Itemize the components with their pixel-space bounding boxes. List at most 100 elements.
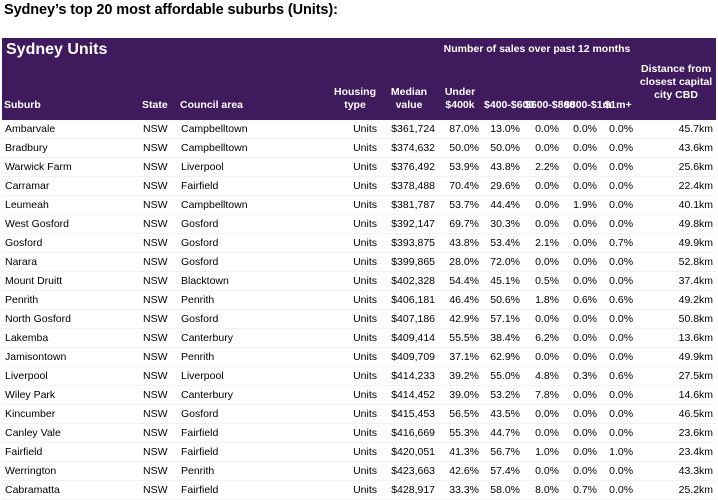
table-row: Liverpool NSW Liverpool Units $414,233 39.2% 5… [2, 366, 717, 386]
cell-distance: 46.5km [636, 404, 717, 424]
cell-under400: 39.2% [438, 366, 483, 386]
cell-median: $402,328 [380, 271, 439, 291]
cell-median: $409,414 [380, 328, 439, 348]
cell-distance: 49.8km [636, 214, 717, 234]
cell-under400: 43.8% [438, 233, 483, 253]
cell-housing-type: Units [330, 385, 380, 405]
cell-median: $428,917 [380, 480, 439, 500]
cell-800-1m: 0.0% [562, 271, 601, 291]
cell-800-1m: 1.9% [562, 195, 601, 215]
cell-council: Fairfield [178, 480, 330, 500]
cell-under400: 56.5% [438, 404, 483, 424]
cell-council: Gosford [178, 309, 330, 329]
table-header: Sydney Units Number of sales over past 1… [2, 38, 717, 120]
cell-housing-type: Units [330, 252, 380, 272]
cell-400-600: 58.0% [482, 480, 524, 500]
cell-median: $393,875 [380, 233, 439, 253]
cell-median: $409,709 [380, 347, 439, 367]
cell-800-1m: 0.0% [562, 157, 601, 177]
cell-600-800: 0.0% [523, 176, 563, 196]
cell-800-1m: 0.0% [562, 461, 601, 481]
cell-state: NSW [140, 252, 178, 272]
cell-housing-type: Units [330, 309, 380, 329]
col-council: Council area [180, 99, 244, 111]
cell-state: NSW [140, 290, 178, 310]
cell-state: NSW [140, 157, 178, 177]
cell-housing-type: Units [330, 157, 380, 177]
cell-suburb: Canley Vale [2, 423, 140, 443]
cell-400-600: 29.6% [482, 176, 524, 196]
cell-suburb: Leumeah [2, 195, 140, 215]
cell-suburb: Jamisontown [2, 347, 140, 367]
cell-800-1m: 0.0% [562, 214, 601, 234]
cell-state: NSW [140, 480, 178, 500]
cell-1m-plus: 0.6% [600, 290, 637, 310]
cell-1m-plus: 0.0% [600, 120, 637, 139]
cell-suburb: Wiley Park [2, 385, 140, 405]
cell-under400: 39.0% [438, 385, 483, 405]
cell-housing-type: Units [330, 120, 380, 139]
cell-600-800: 4.8% [523, 366, 563, 386]
col-housing-type: Housing type [334, 86, 376, 111]
cell-council: Fairfield [178, 176, 330, 196]
cell-600-800: 0.0% [523, 214, 563, 234]
cell-600-800: 7.8% [523, 385, 563, 405]
cell-800-1m: 0.0% [562, 442, 601, 462]
cell-distance: 52.8km [636, 252, 717, 272]
table-row: Warwick Farm NSW Liverpool Units $376,492 53.… [2, 157, 717, 177]
cell-median: $406,181 [380, 290, 439, 310]
table-row: Carramar NSW Fairfield Units $378,488 70.4% 29… [2, 176, 717, 196]
cell-600-800: 2.1% [523, 233, 563, 253]
cell-under400: 54.4% [438, 271, 483, 291]
cell-1m-plus: 0.0% [600, 423, 637, 443]
cell-600-800: 0.0% [523, 461, 563, 481]
cell-400-600: 44.4% [482, 195, 524, 215]
table-body: Ambarvale NSW Campbelltown Units $361,724 87.… [2, 120, 717, 500]
cell-1m-plus: 0.0% [600, 309, 637, 329]
table-row: Canley Vale NSW Fairfield Units $416,669 55.3… [2, 423, 717, 443]
cell-1m-plus: 0.0% [600, 404, 637, 424]
cell-1m-plus: 0.0% [600, 214, 637, 234]
cell-median: $414,452 [380, 385, 439, 405]
cell-distance: 23.4km [636, 442, 717, 462]
cell-1m-plus: 0.0% [600, 461, 637, 481]
cell-1m-plus: 0.0% [600, 271, 637, 291]
col-state: State [142, 99, 168, 111]
cell-median: $378,488 [380, 176, 439, 196]
cell-600-800: 1.8% [523, 290, 563, 310]
col-median: Median value [390, 86, 428, 111]
cell-under400: 55.3% [438, 423, 483, 443]
cell-council: Blacktown [178, 271, 330, 291]
cell-600-800: 0.0% [523, 120, 563, 139]
table-title: Sydney Units [6, 40, 108, 58]
table-row: Bradbury NSW Campbelltown Units $374,632 50.0… [2, 138, 717, 158]
cell-800-1m: 0.6% [562, 290, 601, 310]
cell-distance: 43.6km [636, 138, 717, 158]
cell-under400: 50.0% [438, 138, 483, 158]
cell-council: Campbelltown [178, 120, 330, 139]
cell-under400: 42.6% [438, 461, 483, 481]
table-row: Cabramatta NSW Fairfield Units $428,917 33.3%… [2, 480, 717, 500]
cell-suburb: Penrith [2, 290, 140, 310]
cell-800-1m: 0.0% [562, 176, 601, 196]
cell-1m-plus: 0.0% [600, 195, 637, 215]
cell-under400: 41.3% [438, 442, 483, 462]
col-600-800: $600-$800 [525, 99, 576, 111]
cell-800-1m: 0.0% [562, 309, 601, 329]
cell-state: NSW [140, 195, 178, 215]
cell-state: NSW [140, 347, 178, 367]
cell-distance: 14.6km [636, 385, 717, 405]
cell-median: $374,632 [380, 138, 439, 158]
cell-distance: 43.3km [636, 461, 717, 481]
cell-400-600: 57.1% [482, 309, 524, 329]
cell-under400: 70.4% [438, 176, 483, 196]
col-800-1m: $800-$1m [564, 99, 612, 111]
cell-housing-type: Units [330, 290, 380, 310]
table-row: Lakemba NSW Canterbury Units $409,414 55.5% 38… [2, 328, 717, 348]
cell-suburb: Mount Druitt [2, 271, 140, 291]
cell-400-600: 53.4% [482, 233, 524, 253]
cell-under400: 55.5% [438, 328, 483, 348]
cell-suburb: Cabramatta [2, 480, 140, 500]
cell-median: $407,186 [380, 309, 439, 329]
cell-600-800: 0.0% [523, 404, 563, 424]
